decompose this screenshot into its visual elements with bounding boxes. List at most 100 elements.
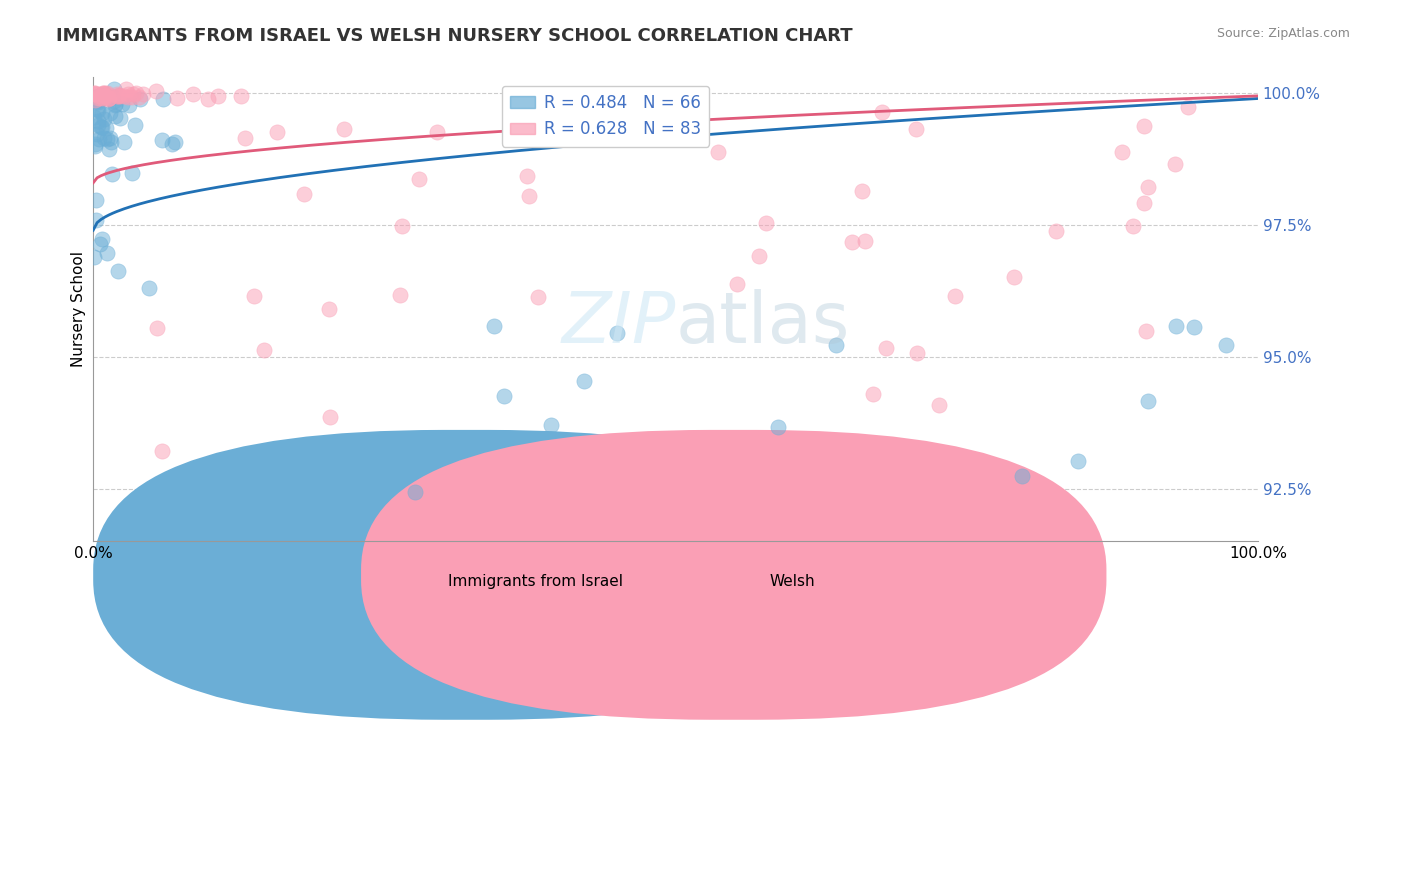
Welsh	[96, 88, 118, 103]
Immigrants from Israel	[291, 441, 314, 455]
Welsh	[292, 186, 315, 201]
Welsh	[97, 92, 120, 106]
Immigrants from Israel	[404, 484, 426, 499]
Immigrants from Israel	[83, 138, 105, 153]
Immigrants from Israel	[87, 132, 110, 146]
Welsh	[86, 91, 108, 105]
Y-axis label: Nursery School: Nursery School	[72, 252, 86, 368]
Immigrants from Israel	[482, 319, 505, 334]
Welsh	[146, 320, 169, 334]
Welsh	[928, 398, 950, 412]
Welsh	[333, 122, 356, 136]
Welsh	[517, 188, 540, 202]
Immigrants from Israel	[90, 120, 112, 134]
Welsh	[253, 343, 276, 358]
Welsh	[851, 184, 873, 198]
Welsh	[870, 104, 893, 119]
Welsh	[94, 89, 117, 103]
Welsh	[89, 91, 111, 105]
Immigrants from Israel	[93, 130, 115, 145]
Welsh	[319, 409, 342, 424]
Immigrants from Israel	[83, 94, 105, 108]
Welsh	[725, 277, 748, 291]
Immigrants from Israel	[1011, 468, 1033, 483]
Immigrants from Israel	[118, 97, 141, 112]
Immigrants from Israel	[124, 118, 146, 132]
Immigrants from Israel	[86, 94, 108, 108]
Immigrants from Israel	[96, 132, 118, 146]
Immigrants from Israel	[90, 87, 112, 102]
Immigrants from Israel	[84, 212, 107, 227]
Immigrants from Israel	[103, 81, 125, 95]
Welsh	[755, 216, 778, 230]
Welsh	[108, 88, 131, 103]
Welsh	[1133, 196, 1156, 211]
Legend: R = 0.484   N = 66, R = 0.628   N = 83: R = 0.484 N = 66, R = 0.628 N = 83	[502, 86, 709, 147]
Welsh	[121, 90, 143, 104]
Welsh	[243, 289, 266, 303]
Immigrants from Israel	[83, 250, 105, 264]
Welsh	[83, 86, 105, 100]
Immigrants from Israel	[112, 135, 135, 149]
Welsh	[166, 91, 188, 105]
Immigrants from Israel	[90, 106, 112, 120]
Welsh	[87, 88, 110, 103]
Welsh	[875, 341, 897, 355]
Immigrants from Israel	[104, 109, 127, 123]
Immigrants from Israel	[89, 237, 111, 252]
Welsh	[98, 91, 121, 105]
Immigrants from Israel	[152, 133, 174, 147]
Welsh	[145, 84, 167, 98]
Welsh	[1135, 324, 1157, 338]
Immigrants from Israel	[84, 193, 107, 207]
Text: Immigrants from Israel: Immigrants from Israel	[449, 574, 623, 589]
Immigrants from Israel	[87, 89, 110, 103]
Welsh	[1002, 269, 1025, 284]
Welsh	[83, 87, 105, 102]
Welsh	[943, 289, 966, 303]
Welsh	[86, 87, 108, 102]
Welsh	[426, 125, 449, 139]
Welsh	[94, 86, 117, 100]
Welsh	[107, 87, 129, 102]
Immigrants from Israel	[83, 137, 105, 152]
Immigrants from Israel	[160, 137, 183, 152]
Welsh	[91, 91, 114, 105]
Welsh	[568, 110, 591, 124]
Welsh	[115, 81, 138, 95]
Welsh	[105, 89, 128, 103]
Welsh	[112, 88, 135, 103]
Welsh	[132, 87, 155, 101]
Immigrants from Israel	[90, 120, 112, 134]
Immigrants from Israel	[107, 264, 129, 278]
Welsh	[96, 86, 118, 100]
Immigrants from Israel	[86, 102, 108, 116]
Immigrants from Israel	[83, 111, 105, 125]
Text: Welsh: Welsh	[769, 574, 815, 589]
Immigrants from Israel	[100, 167, 122, 181]
Welsh	[391, 219, 413, 234]
Welsh	[91, 87, 114, 101]
Welsh	[93, 89, 115, 103]
Immigrants from Israel	[96, 120, 118, 135]
Welsh	[121, 87, 143, 101]
Welsh	[91, 86, 114, 100]
Immigrants from Israel	[1067, 454, 1090, 468]
Immigrants from Israel	[93, 112, 115, 126]
Immigrants from Israel	[1136, 394, 1159, 409]
Text: ZIP: ZIP	[561, 289, 675, 358]
Immigrants from Israel	[606, 326, 628, 340]
Immigrants from Israel	[121, 166, 143, 180]
Welsh	[841, 235, 863, 249]
Welsh	[128, 90, 150, 104]
Welsh	[905, 346, 928, 360]
Text: Source: ZipAtlas.com: Source: ZipAtlas.com	[1216, 27, 1350, 40]
Immigrants from Israel	[104, 98, 127, 112]
Immigrants from Israel	[138, 281, 160, 295]
Welsh	[318, 302, 340, 317]
Welsh	[408, 172, 430, 186]
FancyBboxPatch shape	[361, 430, 1107, 720]
Welsh	[1177, 100, 1199, 114]
Immigrants from Israel	[96, 245, 118, 260]
Welsh	[197, 93, 219, 107]
